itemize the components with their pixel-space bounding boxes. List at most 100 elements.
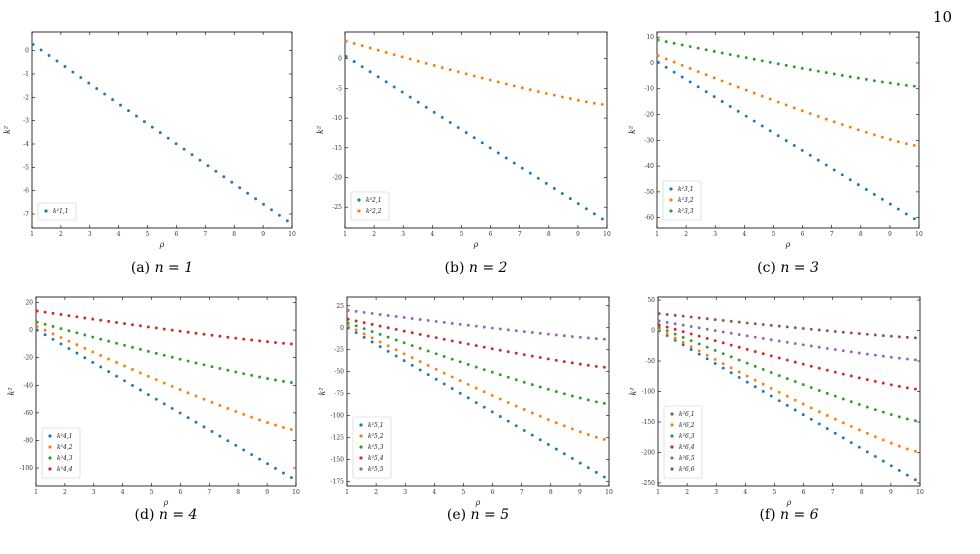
y-tick-label: -2 <box>23 94 29 101</box>
series-k²1,1 <box>31 43 289 223</box>
legend: k²3,1 k²3,2 k²3,3 <box>662 180 702 221</box>
data-point <box>881 459 885 463</box>
data-point <box>872 192 876 196</box>
y-tick-label: -15 <box>332 145 342 152</box>
data-point <box>737 358 741 362</box>
data-point <box>546 357 550 361</box>
data-point <box>226 407 230 410</box>
page-number: 10 <box>932 8 952 26</box>
data-point <box>131 345 134 349</box>
data-point <box>67 347 71 350</box>
data-point <box>514 329 518 333</box>
data-point <box>856 183 860 187</box>
data-point <box>386 335 390 339</box>
data-point <box>506 419 510 423</box>
subfigure-caption-5: (e) n = 5 <box>328 507 628 523</box>
data-point <box>849 400 853 404</box>
data-point <box>530 331 534 334</box>
y-tick-label: -10 <box>644 86 654 93</box>
data-point <box>538 414 542 418</box>
data-point <box>824 163 828 167</box>
data-point <box>905 386 909 390</box>
data-point <box>713 318 717 322</box>
legend-box <box>663 405 703 479</box>
x-tick-label: 10 <box>916 489 924 496</box>
data-point <box>673 327 677 331</box>
data-point <box>402 316 406 319</box>
data-point <box>154 397 158 401</box>
data-point <box>673 332 677 336</box>
data-point <box>482 405 486 409</box>
data-point <box>873 435 877 439</box>
x-tick-label: 3 <box>401 231 405 238</box>
x-tick-label: 2 <box>374 489 378 496</box>
x-tick-label: 6 <box>802 489 806 496</box>
data-point <box>59 336 63 339</box>
y-tick-label: -25 <box>334 347 344 354</box>
data-point <box>705 345 709 349</box>
data-point <box>713 339 717 343</box>
data-point <box>793 342 797 345</box>
data-point <box>594 435 598 439</box>
data-point <box>753 378 757 382</box>
data-point <box>386 326 390 330</box>
data-point <box>250 373 254 377</box>
x-tick-label: 8 <box>859 231 863 238</box>
data-point <box>784 139 788 143</box>
series-k²4,3 <box>35 320 293 384</box>
data-point <box>530 354 534 358</box>
data-point <box>450 339 454 343</box>
data-point <box>528 88 532 92</box>
data-point <box>896 207 900 211</box>
data-point <box>729 331 733 335</box>
x-tick-label: 1 <box>30 231 34 238</box>
data-point <box>736 85 740 89</box>
data-point <box>442 355 446 358</box>
data-point <box>809 417 813 421</box>
data-point <box>560 192 564 195</box>
data-point <box>681 314 685 318</box>
data-point <box>426 349 430 353</box>
data-point <box>538 385 542 389</box>
data-point <box>665 313 669 316</box>
y-axis-label: k² <box>628 126 637 134</box>
data-point <box>681 335 685 339</box>
data-point <box>570 456 574 460</box>
data-point <box>665 329 669 333</box>
data-point <box>170 328 174 332</box>
data-point <box>234 370 238 374</box>
data-point <box>178 388 182 392</box>
x-tick-label: 7 <box>203 231 207 238</box>
data-point <box>202 397 206 401</box>
y-tick-label: -75 <box>334 391 344 398</box>
data-point <box>378 324 382 328</box>
caption-label: (f) <box>759 507 780 523</box>
data-point <box>546 332 550 336</box>
legend: k²5,1 k²5,2 k²5,3 k²5,4 k²5,5 <box>352 416 392 479</box>
data-point <box>402 352 406 356</box>
data-point <box>697 349 701 353</box>
data-point <box>761 352 765 356</box>
data-point <box>912 84 916 88</box>
data-point <box>362 332 366 336</box>
data-point <box>59 313 63 316</box>
data-point <box>809 406 813 410</box>
data-point <box>777 374 781 378</box>
data-point <box>362 321 366 325</box>
data-point <box>514 404 518 408</box>
data-point <box>889 383 893 387</box>
x-tick-label: 5 <box>150 489 154 496</box>
data-point <box>833 417 837 421</box>
data-point <box>912 217 916 221</box>
data-point <box>182 147 186 151</box>
data-point <box>107 339 111 343</box>
x-tick-label: 6 <box>801 231 805 238</box>
data-point <box>672 60 676 64</box>
data-point <box>362 335 366 339</box>
data-point <box>808 153 812 157</box>
data-point <box>578 430 582 434</box>
data-point <box>817 410 821 414</box>
x-tick-label: 5 <box>462 489 466 496</box>
subfigure-caption-4: (d) n = 4 <box>16 507 316 523</box>
chart-svg-3: 1 2 3 4 5 6 7 8 9 10 10 0 -10 -20 -30 -40 -50 -60 ρ k² k²3,1… <box>628 31 923 249</box>
